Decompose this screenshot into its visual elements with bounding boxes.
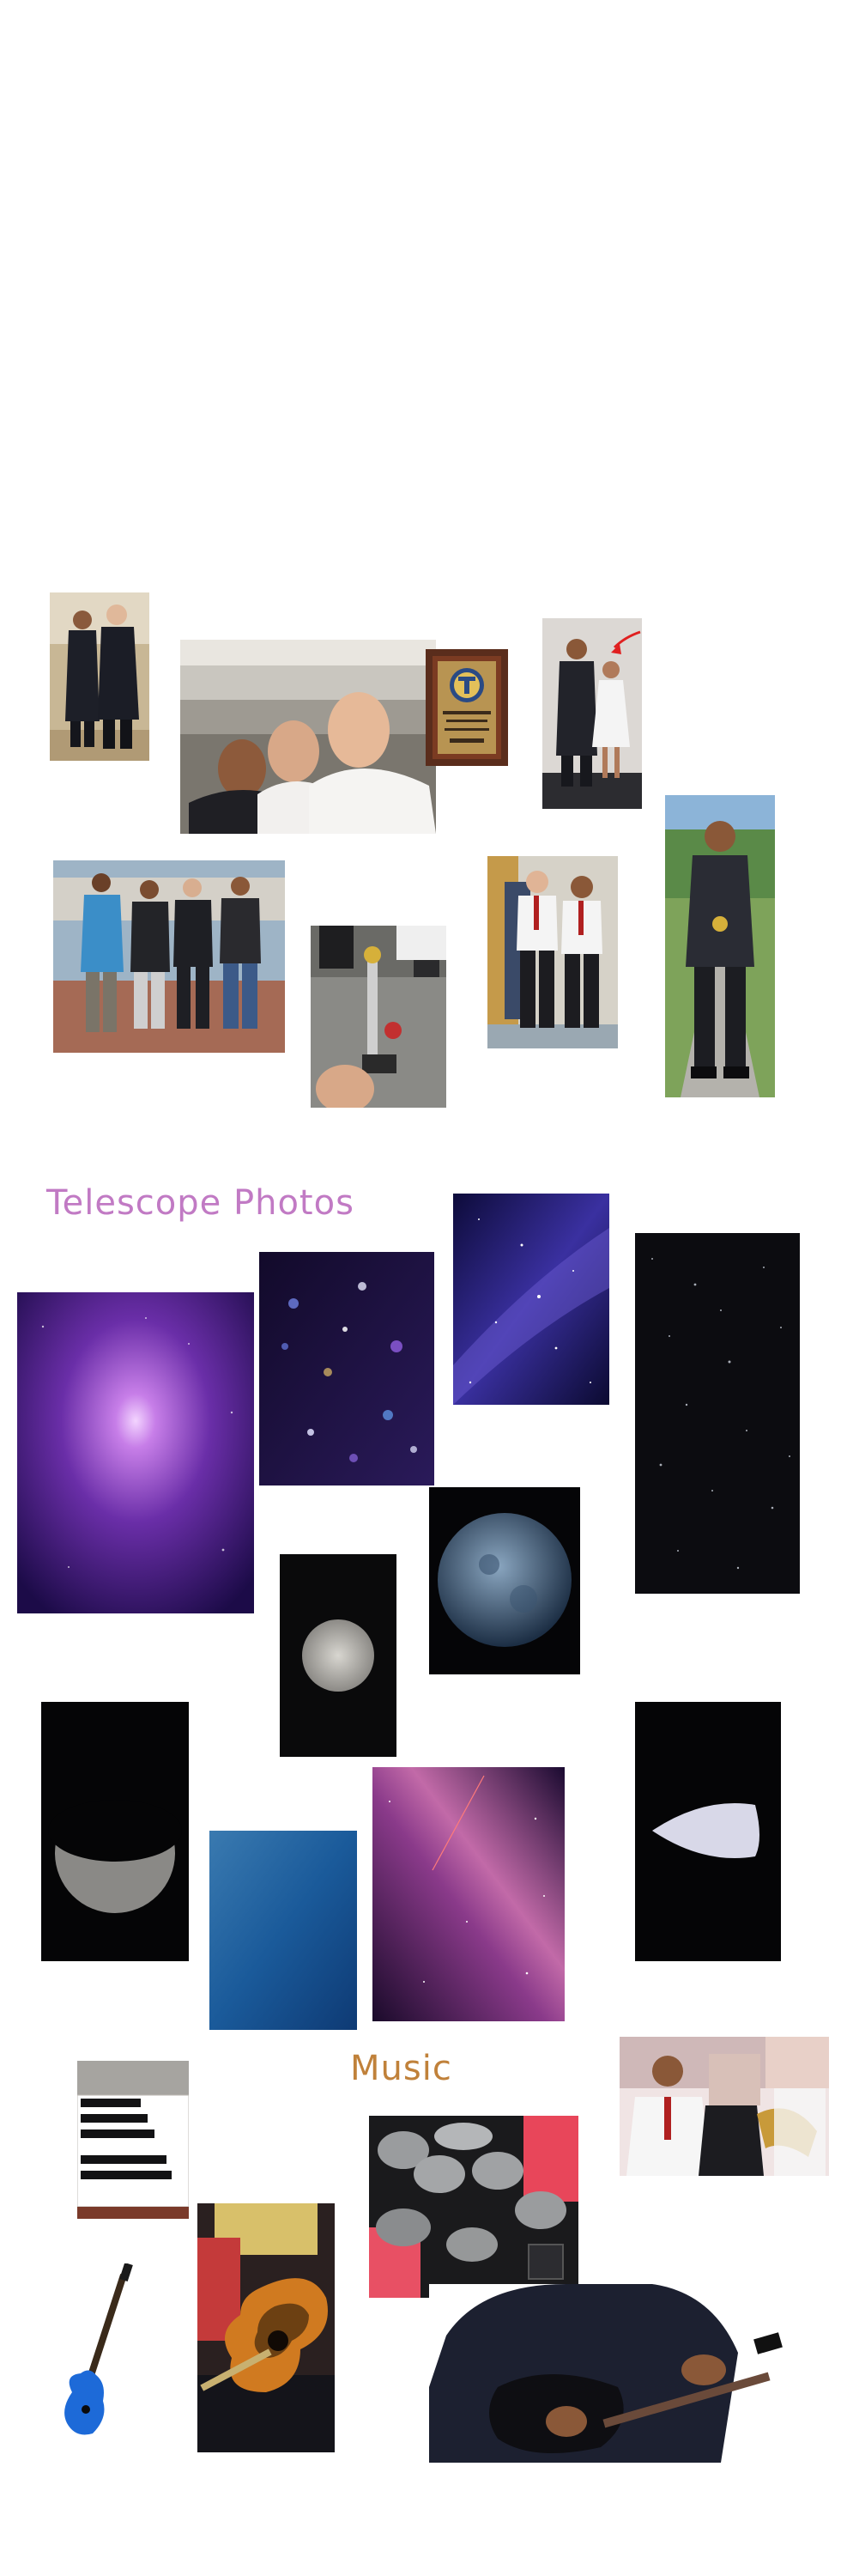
blue-bass-guitar-photo (55, 2263, 144, 2454)
full-moon-photo (280, 1554, 396, 1757)
dark-starfield-photo (635, 1233, 800, 1594)
bokeh-stars-photo (259, 1252, 434, 1485)
moon-edge-photo (635, 1702, 781, 1961)
four-students-outdoors-photo (53, 860, 285, 1053)
acoustic-guitar-photo (197, 2203, 335, 2452)
music-heading: Music (350, 2049, 452, 2088)
telescope-photos-heading: Telescope Photos (46, 1183, 354, 1223)
crescent-moon-photo (41, 1702, 189, 1961)
blue-moon-photo (429, 1487, 580, 1674)
milky-way-pink-photo (372, 1767, 565, 2021)
award-plaque-photo (426, 649, 508, 766)
trophy-photo (311, 926, 446, 1108)
milky-way-blue-photo (453, 1194, 609, 1405)
selfie-three-boys-photo (180, 640, 436, 834)
piano-keys-photo (77, 2061, 189, 2219)
two-students-suits-photo (50, 592, 149, 761)
band-trumpet-photo (620, 2037, 829, 2176)
student-with-girl-formal-photo (542, 618, 642, 809)
purple-nebula-photo (17, 1292, 254, 1613)
electric-guitar-playing-photo (429, 2284, 790, 2463)
student-holding-medal-photo (665, 795, 775, 1097)
drum-kit-photo (369, 2116, 578, 2298)
blue-sky-photo (209, 1831, 357, 2030)
two-students-white-shirts-photo (487, 856, 618, 1048)
